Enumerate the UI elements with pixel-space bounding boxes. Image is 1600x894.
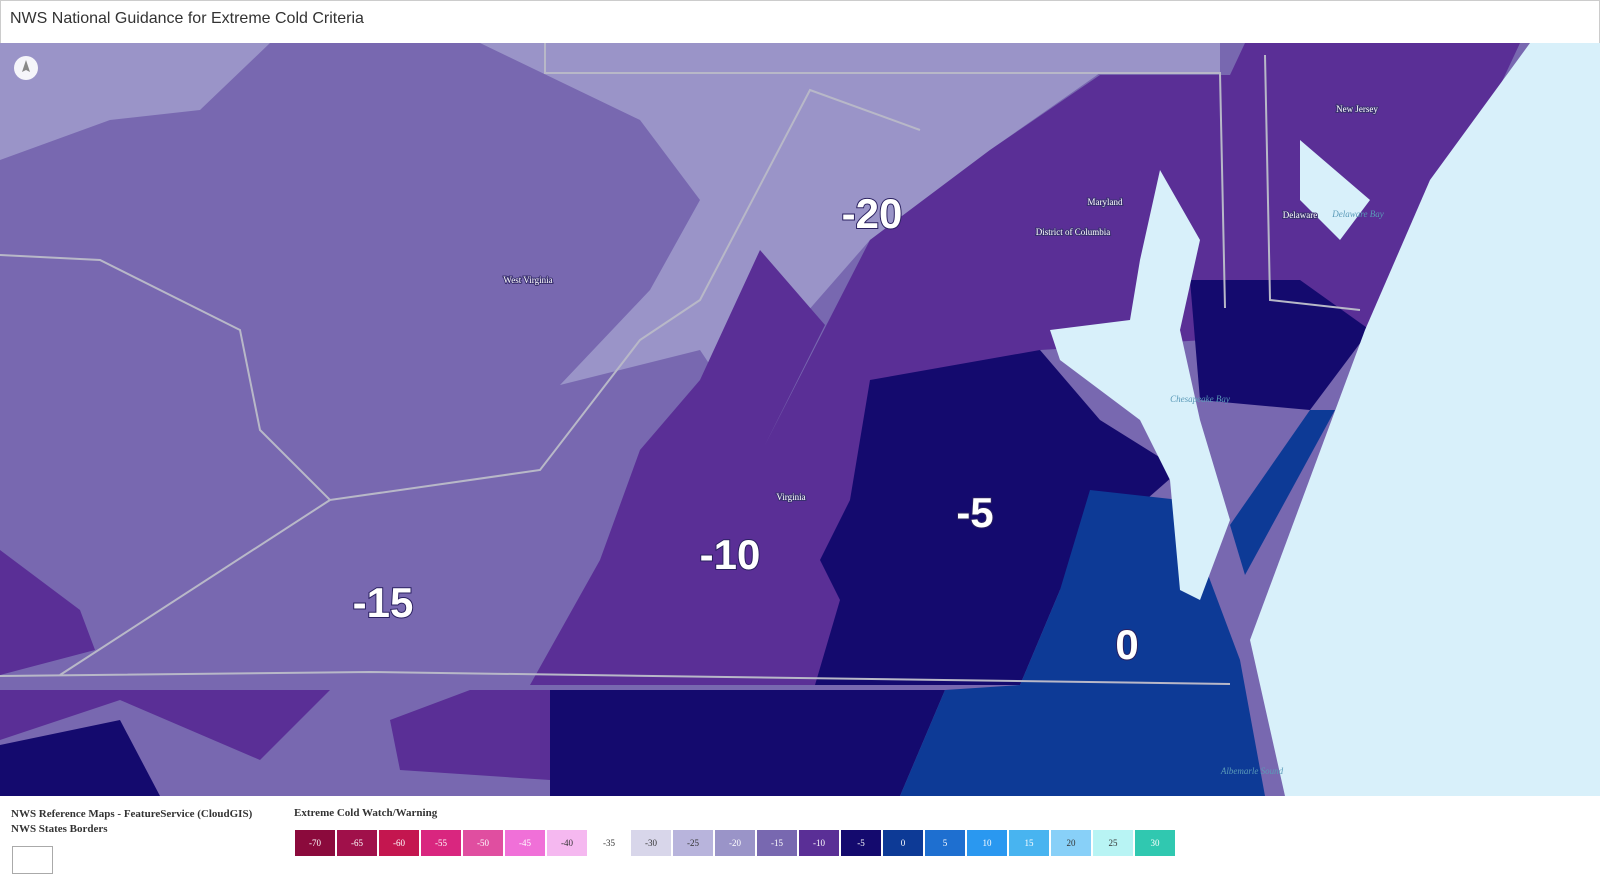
legend-swatch: -5	[841, 830, 881, 856]
water-label: Chesapeake Bay	[1170, 394, 1230, 404]
legend-swatch: 5	[925, 830, 965, 856]
legend-swatch: -45	[505, 830, 545, 856]
legend-swatch: -60	[379, 830, 419, 856]
legend-swatch: 15	[1009, 830, 1049, 856]
legend-swatch: 30	[1135, 830, 1175, 856]
legend-swatch: 25	[1093, 830, 1133, 856]
place-label: Virginia	[776, 492, 805, 502]
legend-title: Extreme Cold Watch/Warning	[294, 807, 438, 819]
zone-label: -10	[700, 531, 761, 578]
water-label: Delaware Bay	[1331, 209, 1383, 219]
legend: NWS Reference Maps - FeatureService (Clo…	[0, 796, 1600, 894]
legend-swatch: -30	[631, 830, 671, 856]
legend-swatch: -50	[463, 830, 503, 856]
header: NWS National Guidance for Extreme Cold C…	[0, 0, 1600, 43]
legend-swatch: -10	[799, 830, 839, 856]
legend-swatch: -40	[547, 830, 587, 856]
zone-label: 0	[1115, 621, 1138, 668]
place-label: Delaware	[1283, 210, 1317, 220]
zone-label: -20	[842, 190, 903, 237]
zone-label: -5	[956, 489, 993, 536]
title: NWS National Guidance for Extreme Cold C…	[10, 10, 364, 27]
legend-swatch: -65	[337, 830, 377, 856]
legend-swatch: -35	[589, 830, 629, 856]
place-label: District of Columbia	[1036, 227, 1111, 237]
legend-swatch: -20	[715, 830, 755, 856]
place-label: Maryland	[1088, 197, 1123, 207]
legend-swatch: 0	[883, 830, 923, 856]
legend-swatch: -15	[757, 830, 797, 856]
place-label: West Virginia	[503, 275, 552, 285]
legend-swatch: -55	[421, 830, 461, 856]
border-swatch	[12, 846, 53, 874]
legend-swatch: 10	[967, 830, 1007, 856]
zone-label: -15	[353, 579, 414, 626]
legend-swatch: 20	[1051, 830, 1091, 856]
map[interactable]: -20 -15 -10 -5 0 West Virginia Maryland …	[0, 43, 1600, 796]
layer-name: NWS States Borders	[11, 823, 108, 835]
legend-swatch: -70	[295, 830, 335, 856]
place-label: New Jersey	[1336, 104, 1378, 114]
legend-swatch: -25	[673, 830, 713, 856]
layer-name: NWS Reference Maps - FeatureService (Clo…	[11, 808, 253, 820]
swatches: -70 -65 -60 -55 -50 -45 -40 -35 -30 -25 -20 -15 -10-…	[295, 830, 1177, 856]
water-label: Albemarle Sound	[1220, 766, 1284, 776]
